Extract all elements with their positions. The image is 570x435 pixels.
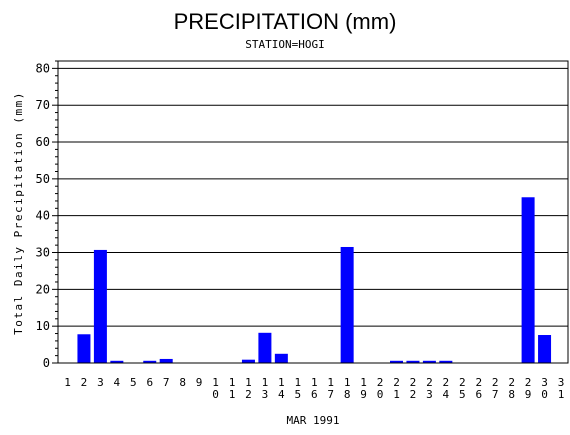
y-tick-label: 20 — [36, 282, 50, 296]
x-axis-label: MAR 1991 — [287, 414, 340, 427]
chart-title: PRECIPITATION (mm) — [174, 9, 397, 34]
x-tick-label: 8 — [179, 376, 186, 389]
bar — [538, 335, 552, 363]
plot-frame — [57, 60, 569, 364]
y-tick-label: 60 — [36, 135, 50, 149]
y-tick-label: 10 — [36, 319, 50, 333]
bar — [521, 197, 535, 363]
bar — [77, 334, 91, 363]
x-tick-label: 3 — [97, 376, 104, 389]
x-tick-label: 2 — [81, 376, 88, 389]
bars — [77, 197, 552, 363]
grid-lines — [58, 67, 568, 327]
axes — [52, 60, 569, 364]
bar — [110, 360, 124, 363]
y-tick-label: 50 — [36, 172, 50, 186]
bar — [422, 360, 436, 363]
y-tick-label: 80 — [36, 61, 50, 75]
y-tick-label: 70 — [36, 98, 50, 112]
y-tick-label: 30 — [36, 246, 50, 260]
x-tick-label: 1 — [64, 376, 71, 389]
bar — [258, 332, 272, 363]
bar — [143, 360, 157, 363]
bar — [390, 360, 403, 363]
chart-subtitle: STATION=HOGI — [245, 38, 324, 51]
bar — [93, 249, 107, 363]
bar — [241, 359, 255, 363]
y-tick-label: 40 — [36, 209, 50, 223]
x-tick-label: 5 — [130, 376, 137, 389]
bar — [439, 360, 453, 363]
x-tick-label: 6 — [146, 376, 153, 389]
bar — [340, 246, 354, 363]
x-tick-label: 9 — [196, 376, 203, 389]
y-axis-label: Total Daily Precipitation (mm) — [12, 91, 25, 335]
bar — [406, 360, 420, 363]
bar — [274, 353, 288, 363]
bar — [159, 358, 173, 363]
y-tick-label: 0 — [43, 356, 50, 370]
x-tick-label: 7 — [163, 376, 170, 389]
x-tick-label: 4 — [114, 376, 121, 389]
